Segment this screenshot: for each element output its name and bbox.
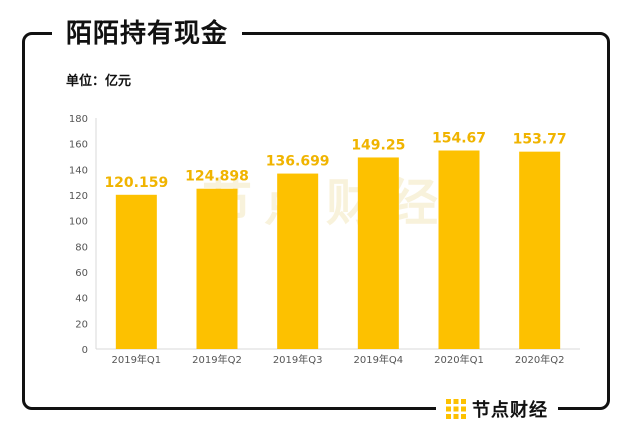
y-axis: 0 20 40 60 80 100 120 140 160 180 (69, 114, 580, 356)
x-tick-label: 2020年Q2 (515, 353, 565, 366)
bar (519, 151, 561, 349)
x-tick-label: 2020年Q1 (434, 353, 484, 366)
x-tick-label: 2019年Q4 (353, 353, 403, 366)
x-axis: 2019年Q1 2019年Q2 2019年Q3 2019年Q4 2020年Q1 2020年… (111, 353, 564, 366)
x-tick-label: 2019年Q1 (111, 353, 161, 366)
y-tick-label: 100 (69, 217, 88, 228)
bar (115, 194, 157, 349)
y-tick-label: 140 (69, 165, 88, 176)
y-tick-label: 160 (69, 140, 88, 151)
data-label: 149.25 (351, 137, 405, 153)
y-tick-label: 40 (75, 294, 88, 305)
data-label: 124.898 (185, 169, 249, 185)
title-container: 陌陌持有现金 (52, 14, 243, 54)
bar (438, 150, 480, 349)
y-tick-label: 0 (82, 345, 88, 356)
chart-title: 陌陌持有现金 (66, 19, 229, 49)
y-tick-label: 80 (75, 242, 88, 253)
value-labels: 120.159 124.898 136.699 149.25 154.67 153.77 (104, 131, 566, 191)
bar (196, 188, 238, 349)
data-label: 136.699 (266, 154, 330, 170)
data-label: 153.77 (513, 132, 567, 148)
unit-label: 单位：亿元 (66, 74, 132, 89)
y-tick-label: 180 (69, 114, 88, 125)
brand-name: 节点财经 (472, 400, 548, 421)
chart-frame (22, 32, 610, 410)
x-tick-label: 2019年Q3 (273, 353, 323, 366)
brand-logo: 节点财经 (436, 393, 558, 425)
brand-logo-icon (446, 399, 466, 419)
bar (277, 173, 319, 349)
x-tick-label: 2019年Q2 (192, 353, 242, 366)
y-tick-label: 60 (75, 268, 88, 279)
data-label: 120.159 (104, 175, 168, 191)
y-tick-label: 20 (75, 319, 88, 330)
data-label: 154.67 (432, 131, 486, 147)
bar (357, 157, 399, 349)
y-tick-label: 120 (69, 191, 88, 202)
bars (115, 150, 561, 349)
